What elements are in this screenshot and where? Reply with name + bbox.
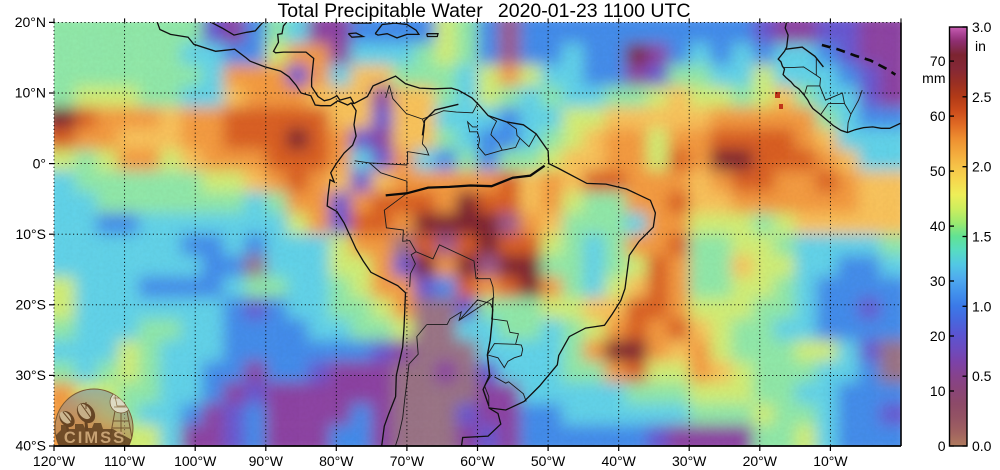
- svg-text:in: in: [975, 38, 986, 54]
- svg-text:80°W: 80°W: [319, 453, 354, 469]
- svg-text:20°S: 20°S: [15, 297, 46, 313]
- svg-text:10: 10: [930, 383, 946, 399]
- svg-text:CIMSS: CIMSS: [64, 429, 126, 447]
- svg-text:1.0: 1.0: [972, 298, 992, 314]
- svg-text:70: 70: [930, 53, 946, 69]
- svg-text:100°W: 100°W: [174, 453, 217, 469]
- svg-text:50°W: 50°W: [531, 453, 566, 469]
- svg-text:2.0: 2.0: [972, 159, 992, 175]
- svg-text:40: 40: [930, 218, 946, 234]
- svg-text:Total Precipitable Water 2020: Total Precipitable Water 2020-01-23 1100…: [278, 0, 691, 22]
- svg-text:60: 60: [930, 108, 946, 124]
- svg-text:90°W: 90°W: [249, 453, 284, 469]
- svg-text:30°S: 30°S: [15, 367, 46, 383]
- svg-text:40°S: 40°S: [15, 438, 46, 454]
- svg-text:10°W: 10°W: [813, 453, 848, 469]
- svg-text:30: 30: [930, 273, 946, 289]
- svg-text:110°W: 110°W: [104, 453, 146, 469]
- svg-text:3.0: 3.0: [972, 19, 992, 35]
- svg-text:120°W: 120°W: [33, 453, 76, 469]
- svg-text:20°N: 20°N: [15, 14, 46, 30]
- svg-text:20: 20: [930, 328, 946, 344]
- svg-text:40°W: 40°W: [602, 453, 637, 469]
- svg-text:30°W: 30°W: [672, 453, 707, 469]
- svg-text:20°W: 20°W: [743, 453, 778, 469]
- svg-text:0°: 0°: [33, 155, 46, 171]
- svg-text:mm: mm: [922, 70, 945, 86]
- svg-text:1.5: 1.5: [972, 229, 992, 245]
- svg-text:0: 0: [938, 438, 946, 454]
- svg-text:50: 50: [930, 163, 946, 179]
- svg-text:70°W: 70°W: [390, 453, 425, 469]
- svg-text:0.5: 0.5: [972, 368, 992, 384]
- svg-text:0.0: 0.0: [972, 438, 992, 454]
- svg-text:10°N: 10°N: [15, 85, 46, 101]
- svg-text:2.5: 2.5: [972, 89, 992, 105]
- svg-text:60°W: 60°W: [460, 453, 495, 469]
- svg-text:10°S: 10°S: [15, 226, 46, 242]
